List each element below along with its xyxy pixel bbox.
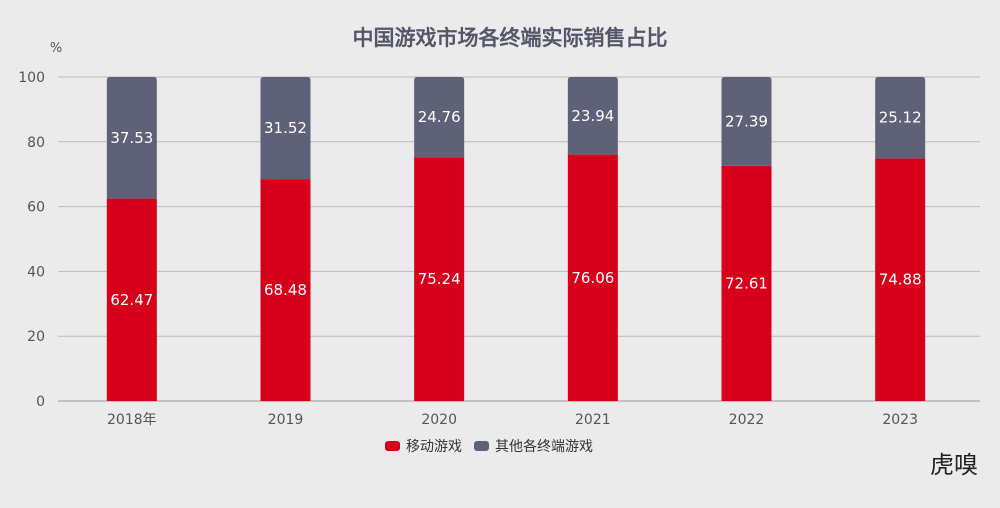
- data-label: 72.61: [725, 274, 768, 292]
- y-tick-label: 40: [27, 264, 45, 280]
- y-axis-unit: %: [50, 41, 62, 56]
- data-label: 24.76: [418, 108, 461, 126]
- legend-label-mobile: 移动游戏: [406, 439, 462, 455]
- data-label: 31.52: [264, 119, 307, 137]
- legend: 移动游戏 其他各终端游戏: [385, 436, 605, 456]
- huxiu-logo: 虎嗅: [930, 451, 978, 479]
- data-label: 76.06: [571, 269, 614, 287]
- legend-label-other: 其他各终端游戏: [495, 439, 593, 455]
- legend-item-mobile: 移动游戏: [385, 436, 462, 456]
- bar-segment: [875, 77, 926, 159]
- data-label: 75.24: [418, 270, 461, 288]
- x-tick-label: 2020: [421, 412, 457, 428]
- x-tick-label: 2018年: [107, 412, 157, 428]
- bar-segment: [721, 77, 772, 166]
- x-tick-label: 2022: [729, 412, 765, 428]
- bar-segment: [106, 77, 157, 199]
- y-tick-label: 20: [27, 329, 45, 345]
- data-label: 25.12: [879, 109, 922, 127]
- bar-segment: [414, 77, 465, 158]
- bar-segment: [260, 77, 311, 180]
- y-tick-label: 80: [27, 135, 45, 151]
- x-tick-label: 2021: [575, 412, 611, 428]
- y-tick-label: 100: [18, 70, 45, 86]
- legend-item-other: 其他各终端游戏: [474, 436, 593, 456]
- x-tick-label: 2019: [268, 412, 304, 428]
- legend-swatch-other: [474, 441, 489, 451]
- bar-segment: [106, 198, 157, 401]
- data-label: 23.94: [571, 107, 614, 125]
- bar-segment: [567, 77, 618, 155]
- x-tick-label: 2023: [882, 412, 918, 428]
- y-tick-label: 0: [36, 394, 45, 410]
- data-label: 62.47: [110, 291, 153, 309]
- data-label: 37.53: [110, 129, 153, 147]
- data-label: 68.48: [264, 281, 307, 299]
- bar-segment: [414, 157, 465, 401]
- bar-segment: [260, 179, 311, 401]
- data-label: 74.88: [879, 271, 922, 289]
- bar-segment: [567, 154, 618, 401]
- legend-swatch-mobile: [385, 441, 400, 451]
- y-tick-label: 60: [27, 200, 45, 216]
- data-label: 27.39: [725, 112, 768, 130]
- chart-title: 中国游戏市场各终端实际销售占比: [352, 26, 668, 50]
- bar-segment: [721, 165, 772, 401]
- bar-segment: [875, 158, 926, 401]
